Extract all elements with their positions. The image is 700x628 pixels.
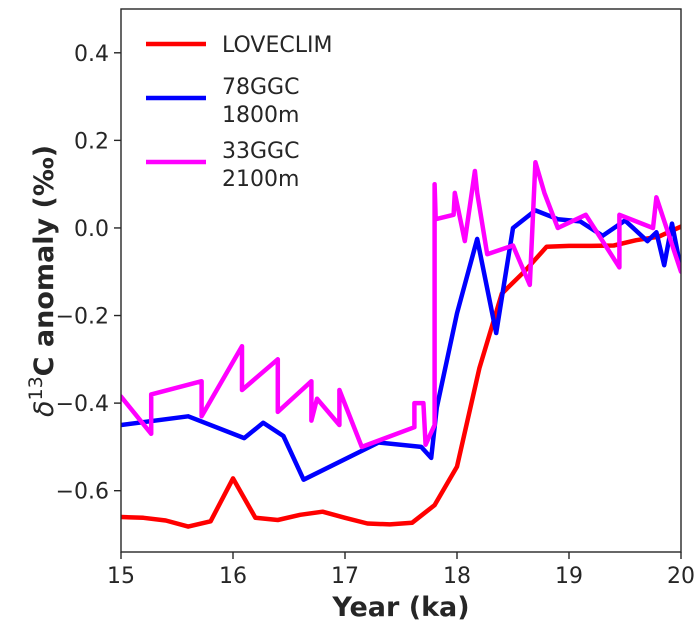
series-line-2 xyxy=(121,208,681,482)
legend-label-3: 2100m xyxy=(222,167,299,192)
y-tick-label: 0.4 xyxy=(74,42,109,67)
series-lines xyxy=(121,160,681,529)
x-axis-label: Year (ka) xyxy=(331,592,469,623)
x-tick-label: 20 xyxy=(667,564,695,589)
x-tick-label: 15 xyxy=(107,564,135,589)
y-tick-label: 0.0 xyxy=(74,217,109,242)
y-axis-label-text: C anomaly (‰) xyxy=(29,145,60,376)
series-line-3 xyxy=(121,160,681,450)
y-tick-label: 0.2 xyxy=(74,129,109,154)
x-tick-label: 19 xyxy=(555,564,583,589)
y-axis-label-superscript: 13 xyxy=(25,376,47,400)
y-axis-label-symbol: δ xyxy=(29,401,60,418)
y-tick-label: −0.2 xyxy=(56,305,109,330)
x-tick-label: 17 xyxy=(331,564,359,589)
series-line-1 xyxy=(121,224,681,529)
plot-frame xyxy=(120,8,682,553)
legend-label-3: 33GGC xyxy=(222,139,299,164)
y-axis-label: δ13C anomaly (‰) xyxy=(25,145,60,417)
y-tick-label: −0.4 xyxy=(56,392,109,417)
legend-label-2: 1800m xyxy=(222,103,299,128)
axis-ticks: 15 16 17 18 19 20 0.4 0.2 0.0 −0.2 −0.4 −0.6 xyxy=(56,42,695,589)
x-tick-label: 16 xyxy=(219,564,247,589)
legend-label-2: 78GGC xyxy=(222,75,299,100)
y-tick-label: −0.6 xyxy=(56,480,109,505)
legend: LOVECLIM 78GGC 1800m 33GGC 2100m xyxy=(146,33,332,192)
legend-label-1: LOVECLIM xyxy=(222,33,332,58)
x-tick-label: 18 xyxy=(443,564,471,589)
